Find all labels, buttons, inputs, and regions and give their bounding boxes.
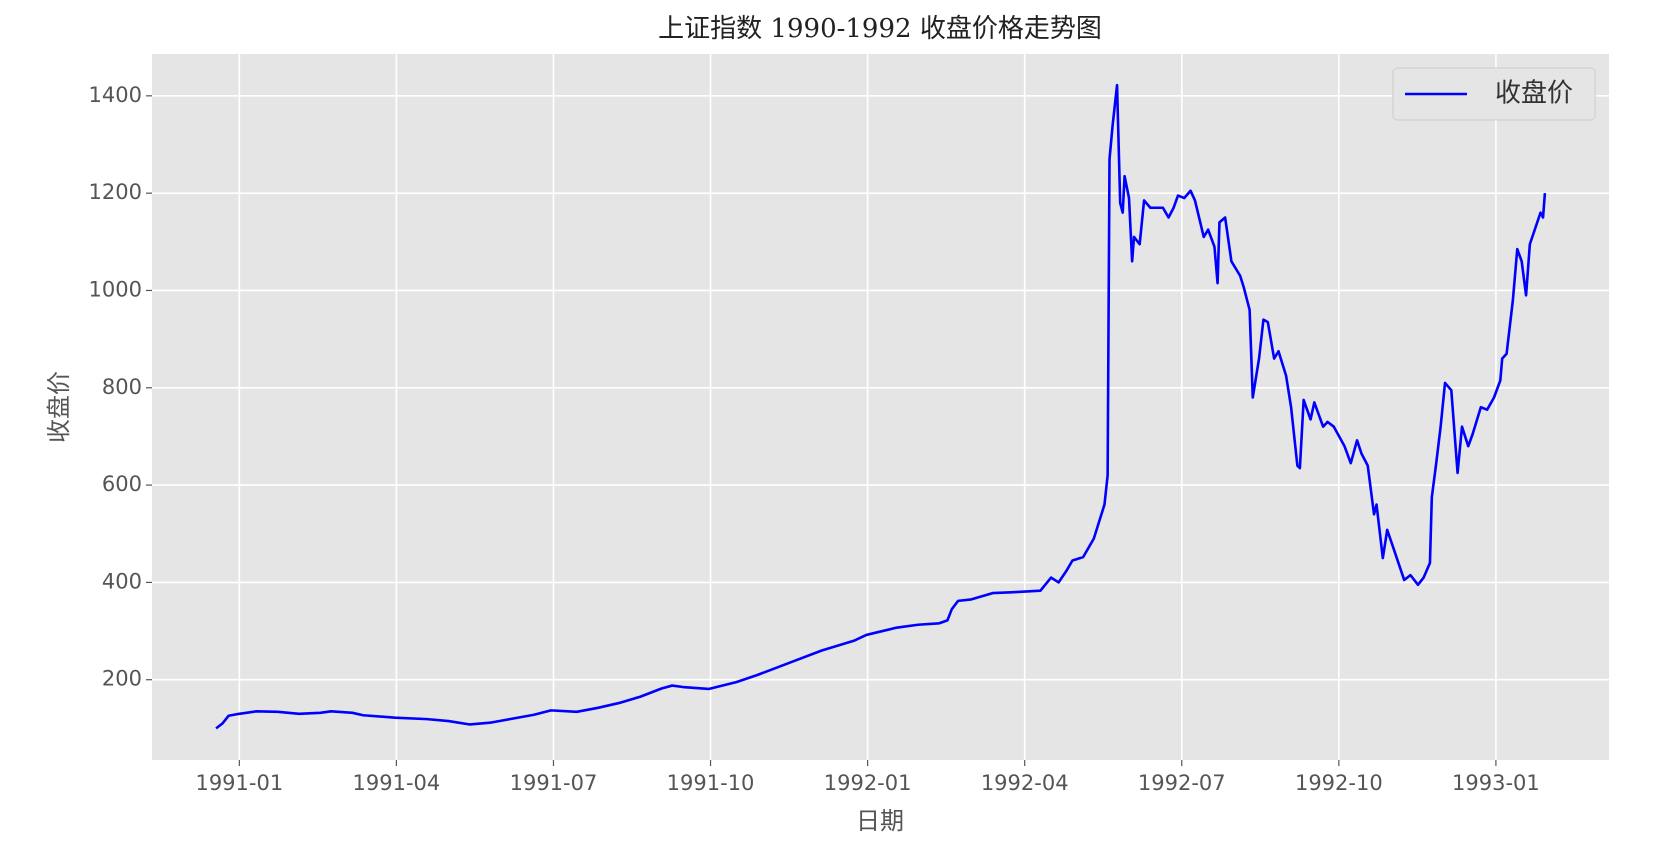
x-tick-label: 1991-07 (510, 771, 598, 795)
y-tick-label: 800 (102, 375, 142, 399)
legend-box (1392, 67, 1596, 121)
chart-title: 上证指数 1990-1992 收盘价格走势图 (658, 14, 1102, 44)
x-tick-label: 1991-01 (195, 771, 283, 795)
y-tick-label: 1000 (89, 277, 142, 301)
x-tick-label: 1992-04 (981, 771, 1069, 795)
y-tick-label: 1200 (89, 180, 142, 204)
line (215, 83, 1547, 730)
x-tick-label: 1992-07 (1138, 771, 1226, 795)
legend-label: 收盘价 (1495, 79, 1573, 109)
x-tick-label: 1993-01 (1452, 771, 1540, 795)
x-tick-label: 1991-04 (353, 771, 441, 795)
x-axis-label: 日期 (856, 807, 904, 835)
y-tick-label: 200 (102, 667, 142, 691)
x-tick-label: 1992-10 (1295, 771, 1383, 795)
y-tick-label: 1400 (89, 83, 142, 107)
y-axis-label: 收盘价 (45, 371, 73, 443)
x-tick-label: 1991-10 (667, 771, 755, 795)
x-tick-label: 1992-01 (824, 771, 912, 795)
y-tick-label: 400 (102, 569, 142, 593)
plot-area (152, 54, 1609, 760)
y-tick-label: 600 (102, 472, 142, 496)
